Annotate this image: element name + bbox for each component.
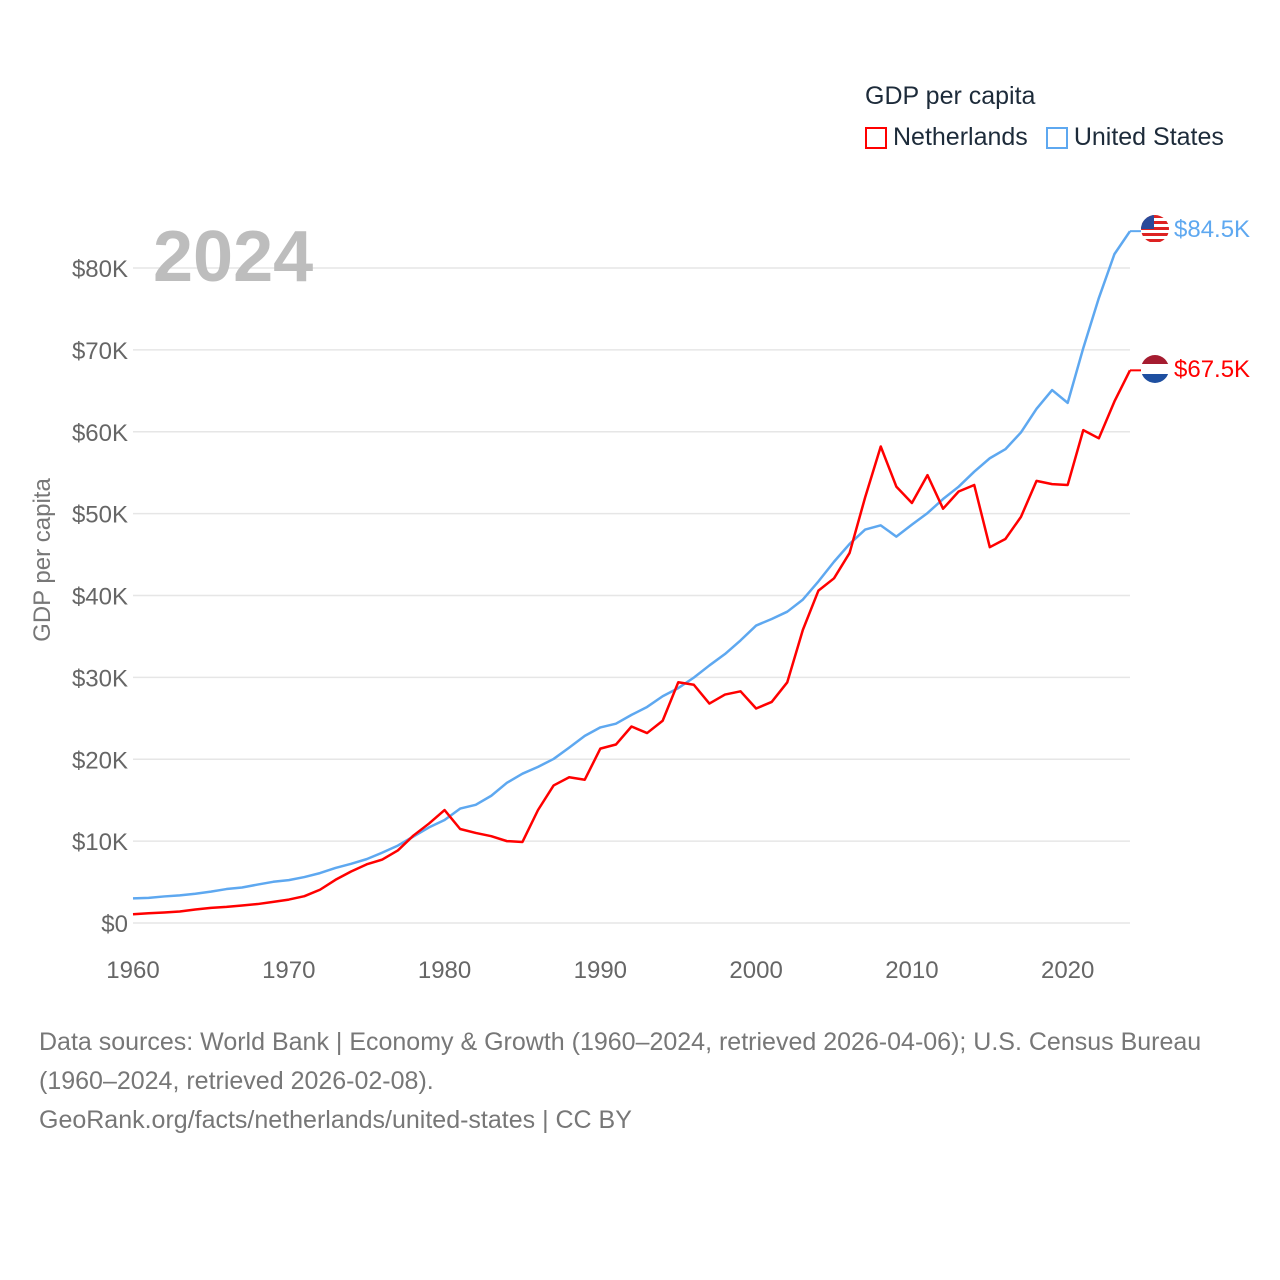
series-line-netherlands (132, 369, 1132, 916)
legend-swatch-united-states (1045, 126, 1068, 149)
line-chart: $0 $10K $20K $30K $40K $50K $60K $70K $80K 1960 19… (29, 215, 1250, 984)
year-label: 2024 (153, 217, 313, 297)
x-tick-label: 2020 (1041, 957, 1094, 984)
legend-swatch-netherlands (865, 126, 887, 149)
y-tick-label: $20K (72, 747, 128, 774)
y-tick-label: $40K (72, 584, 128, 611)
y-tick-label: $50K (72, 502, 128, 529)
end-label-netherlands: $67.5K (1174, 356, 1250, 383)
series-line-united-states (132, 230, 1132, 900)
x-tick-label: 2000 (729, 957, 782, 984)
y-tick-label: $70K (72, 338, 128, 365)
y-tick-label: $80K (72, 256, 128, 283)
x-tick-label: 2010 (885, 957, 938, 984)
legend-title: GDP per capita (865, 82, 1036, 110)
us-flag-icon (1141, 215, 1169, 243)
y-tick-label: $60K (72, 420, 128, 447)
legend-label-united-states: United States (1073, 123, 1224, 151)
legend-item-united-states[interactable]: United States (1045, 123, 1224, 152)
x-tick-label: 1960 (106, 957, 159, 984)
y-tick-label: $30K (72, 665, 128, 692)
netherlands-flag-icon (1141, 355, 1169, 383)
credit-link[interactable]: GeoRank.org/facts/netherlands/united-sta… (39, 1106, 632, 1134)
legend: Netherlands United States (865, 123, 1224, 152)
footer: Data sources: World Bank | Economy & Gro… (39, 1023, 1239, 1140)
end-label-united-states: $84.5K (1174, 216, 1250, 243)
y-tick-label: $10K (72, 829, 128, 856)
x-tick-label: 1980 (418, 957, 471, 984)
legend-label-netherlands: Netherlands (893, 123, 1028, 151)
y-axis-label: GDP per capita (29, 478, 56, 642)
data-sources: Data sources: World Bank | Economy & Gro… (39, 1028, 1202, 1095)
x-tick-label: 1970 (262, 957, 315, 984)
legend-item-netherlands[interactable]: Netherlands (865, 123, 1028, 152)
y-tick-label: $0 (101, 911, 128, 938)
x-tick-label: 1990 (574, 957, 627, 984)
